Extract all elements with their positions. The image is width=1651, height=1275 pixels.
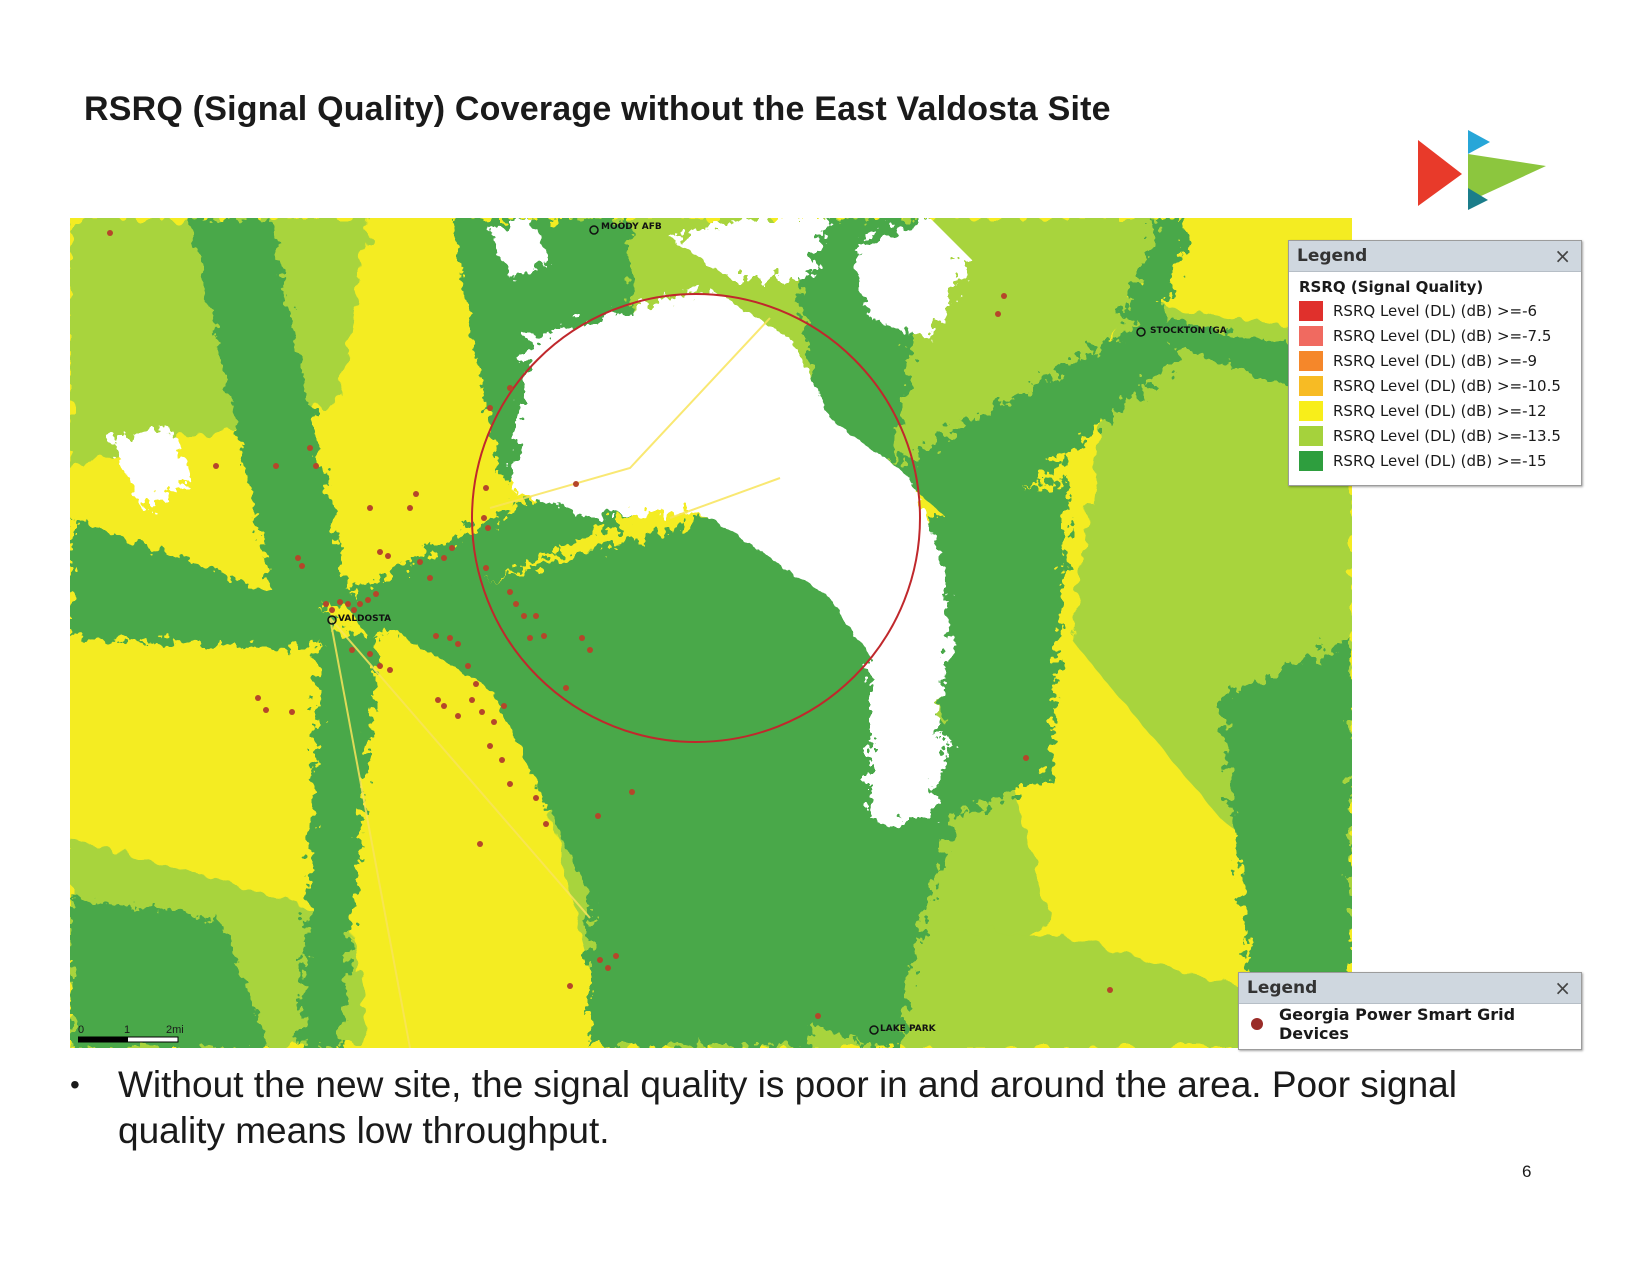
- map-label-valdosta: VALDOSTA: [338, 614, 392, 624]
- town-markers: [327, 225, 1146, 1035]
- rsrq-legend-label: RSRQ Level (DL) (dB) >=-13.5: [1333, 426, 1561, 445]
- bullet-text: Without the new site, the signal quality…: [118, 1064, 1457, 1151]
- rsrq-legend-label: RSRQ Level (DL) (dB) >=-15: [1333, 451, 1547, 470]
- devices-legend-title: Legend: [1247, 978, 1318, 998]
- study-area-circle: [471, 293, 921, 743]
- bullet-mark: •: [70, 1069, 80, 1100]
- rsrq-legend-label: RSRQ Level (DL) (dB) >=-10.5: [1333, 376, 1561, 395]
- rsrq-legend-item: RSRQ Level (DL) (dB) >=-12: [1289, 398, 1581, 423]
- devices-legend-header: Legend ×: [1239, 973, 1581, 1004]
- legend-swatch-icon: [1299, 350, 1323, 371]
- logo-red-triangle: [1418, 140, 1462, 206]
- rsrq-legend-item: RSRQ Level (DL) (dB) >=-9: [1289, 348, 1581, 373]
- coverage-map[interactable]: MOODY AFB STOCKTON (GA VALDOSTA LAKE PAR…: [70, 218, 1352, 1048]
- devices-legend-close-icon[interactable]: ×: [1554, 976, 1571, 1000]
- roads: [329, 317, 781, 1048]
- map-scale-bar: 0 1 2mi: [78, 1024, 188, 1046]
- legend-swatch-icon: [1299, 325, 1323, 346]
- rsrq-legend-header: Legend ×: [1289, 241, 1581, 272]
- logo-teal-triangle: [1468, 188, 1488, 210]
- map-label-moody-afb: MOODY AFB: [601, 222, 662, 232]
- rsrq-legend-title: Legend: [1297, 246, 1368, 266]
- scale-bar-graphic: [78, 1036, 179, 1043]
- devices-legend-panel: Legend × Georgia Power Smart Grid Device…: [1238, 972, 1582, 1050]
- scale-end-label: 2mi: [166, 1024, 184, 1036]
- rsrq-legend-panel: Legend × RSRQ (Signal Quality) RSRQ Leve…: [1288, 240, 1582, 486]
- page-number: 6: [1522, 1162, 1532, 1181]
- legend-swatch-icon: [1299, 425, 1323, 446]
- smart-grid-device-dots: [107, 230, 1113, 1019]
- rsrq-legend-close-icon[interactable]: ×: [1554, 244, 1571, 268]
- rsrq-legend-label: RSRQ Level (DL) (dB) >=-6: [1333, 301, 1538, 320]
- devices-legend-label: Georgia Power Smart Grid Devices: [1279, 1005, 1516, 1043]
- coverage-layer: [70, 218, 1352, 1048]
- legend-swatch-icon: [1299, 450, 1323, 471]
- rsrq-legend-label: RSRQ Level (DL) (dB) >=-9: [1333, 351, 1538, 370]
- rsrq-legend-item: RSRQ Level (DL) (dB) >=-15: [1289, 448, 1581, 473]
- scale-mid-label: 1: [124, 1024, 131, 1036]
- rsrq-legend-label: RSRQ Level (DL) (dB) >=-7.5: [1333, 326, 1552, 345]
- rsrq-legend-item: RSRQ Level (DL) (dB) >=-6: [1289, 298, 1581, 323]
- rsrq-legend-label: RSRQ Level (DL) (dB) >=-12: [1333, 401, 1547, 420]
- legend-swatch-icon: [1299, 300, 1323, 321]
- legend-swatch-icon: [1299, 375, 1323, 396]
- devices-legend-item: Georgia Power Smart Grid Devices: [1239, 1004, 1581, 1044]
- map-label-stockton: STOCKTON (GA: [1150, 326, 1227, 336]
- rsrq-legend-item: RSRQ Level (DL) (dB) >=-13.5: [1289, 423, 1581, 448]
- device-dot-icon: [1251, 1018, 1263, 1030]
- rsrq-legend-item: RSRQ Level (DL) (dB) >=-7.5: [1289, 323, 1581, 348]
- logo-blue-triangle: [1468, 130, 1490, 154]
- map-label-lake-park: LAKE PARK: [880, 1024, 936, 1034]
- page-title: RSRQ (Signal Quality) Coverage without t…: [84, 90, 1111, 128]
- rsrq-legend-item: RSRQ Level (DL) (dB) >=-10.5: [1289, 373, 1581, 398]
- company-logo: [1418, 130, 1546, 210]
- no-coverage-zones: [110, 218, 970, 828]
- legend-swatch-icon: [1299, 400, 1323, 421]
- scale-start-label: 0: [78, 1024, 85, 1036]
- logo-green-triangle: [1468, 154, 1546, 202]
- rsrq-legend-subtitle: RSRQ (Signal Quality): [1299, 278, 1484, 296]
